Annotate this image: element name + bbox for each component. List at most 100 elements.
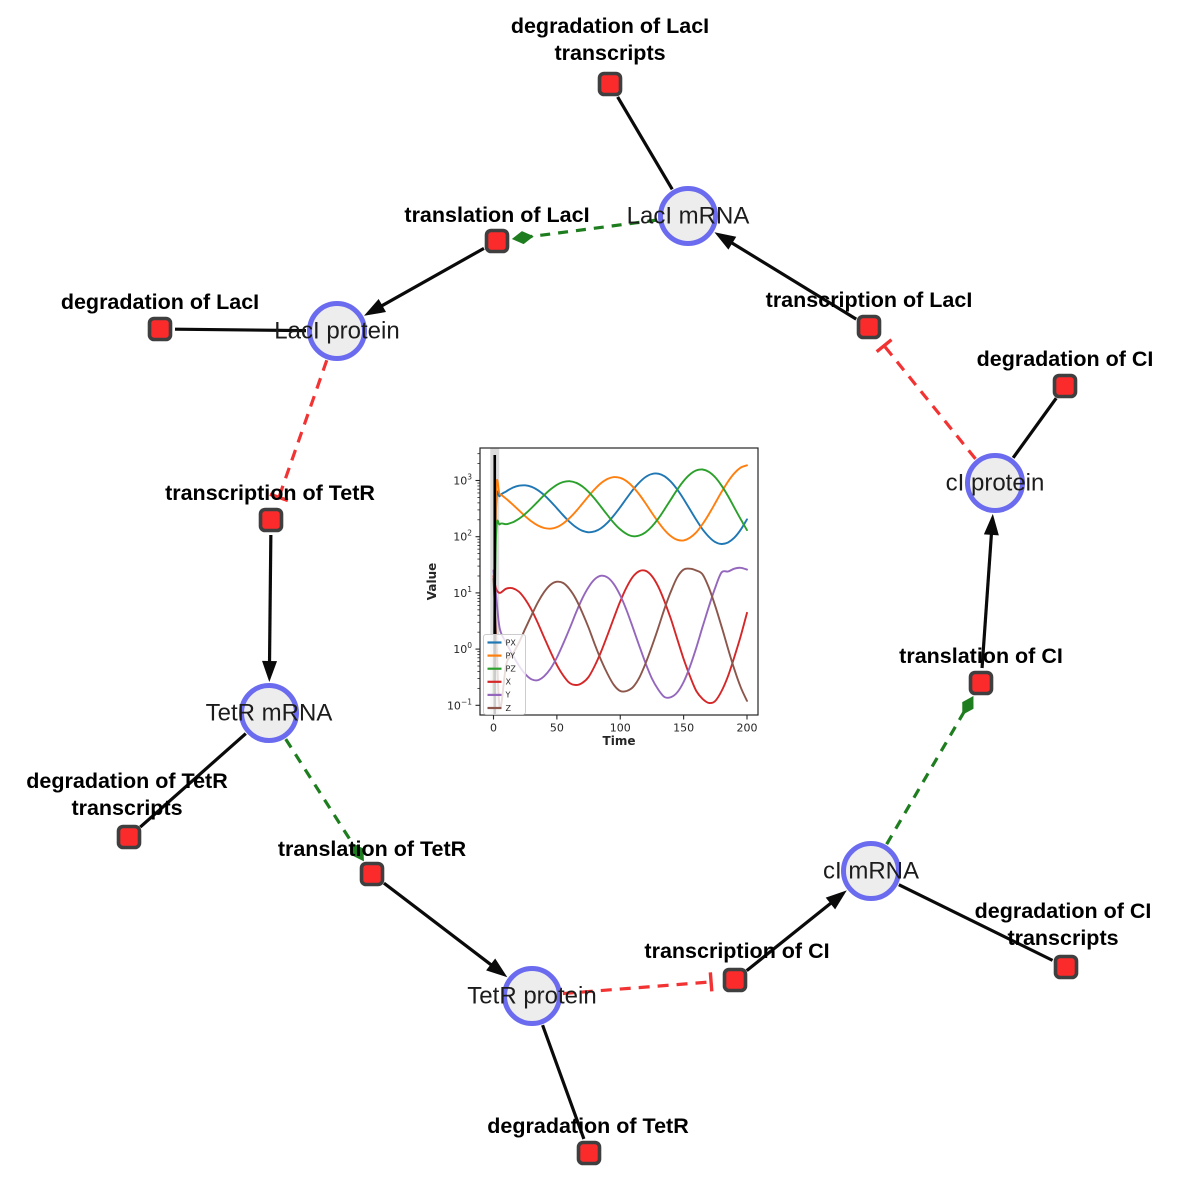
reaction-label-txn_tetr: transcription of TetR [165, 481, 375, 505]
species-label-tetr_protein: TetR protein [467, 983, 596, 1010]
reaction-node-transl_laci[interactable] [484, 228, 510, 254]
legend-label-X: X [506, 678, 512, 687]
y-tick-label: 101 [453, 585, 472, 600]
inhibition-tbar-icon [708, 972, 714, 992]
edge-deg_laci-to-laci_protein [174, 327, 307, 333]
species-label-ci_mrna: cI mRNA [823, 858, 919, 885]
reaction-label-deg_ci_tx: transcripts [1007, 926, 1118, 950]
x-axis-label: Time [603, 734, 636, 748]
edge-deg_ci_tx-to-ci_mrna [898, 883, 1054, 962]
series-Y-line [492, 566, 748, 699]
x-tick-label: 50 [550, 722, 564, 735]
legend-label-Y: Y [505, 691, 511, 700]
plot-border [479, 447, 759, 716]
edge-txn_tetr-to-tetr_mrna [267, 534, 273, 677]
reaction-label-deg_laci_tx: degradation of LacI [511, 14, 709, 38]
y-tick-label: 10−1 [447, 697, 472, 712]
reaction-label-transl_ci: translation of CI [899, 644, 1063, 668]
inhibition-tbar-icon [875, 338, 893, 353]
edge-deg_laci_tx-to-laci_mrna [616, 96, 674, 191]
reaction-label-deg_laci_tx: transcripts [554, 41, 665, 65]
arrowhead-icon [262, 660, 278, 683]
reaction-label-deg_tetr_tx: degradation of TetR [26, 769, 228, 793]
legend-label-PX: PX [506, 638, 517, 647]
series-X-line [492, 569, 748, 705]
legend-label-Z: Z [506, 704, 512, 713]
arrowhead-icon [714, 232, 737, 250]
labels-layer: LacI mRNA LacI protein cI protein TetR mRNA… [26, 14, 1153, 1138]
edge-transl_laci-to-laci_protein [368, 246, 485, 315]
diamond-arrowhead-icon [352, 842, 364, 862]
edge-txn_laci-to-laci_mrna [718, 233, 858, 321]
x-tick-label: 100 [610, 722, 631, 735]
y-tick-label: 102 [453, 529, 472, 544]
series-curves [492, 464, 748, 709]
plot-background [480, 448, 758, 715]
edge-transl_tetr-to-tetr_protein [382, 881, 504, 975]
reaction-label-deg_ci: degradation of CI [977, 347, 1154, 371]
species-node-tetr_protein[interactable] [502, 966, 562, 1026]
series-Z-line [492, 567, 748, 709]
edge-deg_tetr_tx-to-tetr_mrna [139, 732, 247, 829]
arrowhead-icon [983, 513, 999, 536]
reaction-node-txn_laci[interactable] [856, 314, 882, 340]
edge-tetr_mrna-to-transl_tetr [284, 738, 356, 848]
species-node-laci_mrna[interactable] [658, 186, 718, 246]
edge-deg_tetr-to-tetr_protein [541, 1024, 586, 1140]
chart-legend: PX PY PZ XYZ [483, 634, 526, 715]
y-axis-label: Value [425, 563, 439, 601]
reaction-label-transl_laci: translation of LacI [404, 203, 589, 227]
series-PZ-line [492, 468, 748, 697]
reaction-node-txn_ci[interactable] [722, 967, 748, 993]
x-tick-label: 200 [737, 722, 758, 735]
inhibition-tbar-icon [269, 492, 289, 503]
reaction-label-deg_laci: degradation of LacI [61, 290, 259, 314]
species-label-laci_protein: LacI protein [274, 318, 399, 345]
reaction-label-deg_ci_tx: degradation of CI [975, 899, 1152, 923]
y-tick-label: 103 [453, 473, 472, 488]
reaction-node-deg_ci_tx[interactable] [1053, 954, 1079, 980]
arrowhead-icon [825, 890, 847, 910]
edge-deg_ci-to-ci_protein [1011, 397, 1058, 459]
legend-box [483, 634, 526, 715]
edges-layer [139, 96, 1058, 1140]
edge-ci_protein-to-txn_laci [882, 344, 977, 460]
reaction-node-deg_laci_tx[interactable] [597, 71, 623, 97]
reaction-label-txn_laci: transcription of LacI [766, 288, 973, 312]
edge-tetr_protein-to-txn_ci [562, 980, 712, 996]
x-tick-label: 0 [490, 722, 497, 735]
species-node-ci_protein[interactable] [965, 453, 1025, 513]
species-node-tetr_mrna[interactable] [239, 683, 299, 743]
reaction-node-transl_tetr[interactable] [359, 861, 385, 887]
series-PX-line [492, 472, 748, 697]
species-node-laci_protein[interactable] [307, 301, 367, 361]
edge-laci_mrna-to-transl_laci [529, 218, 658, 239]
reaction-label-deg_tetr_tx: transcripts [71, 796, 182, 820]
legend-label-PZ: PZ [506, 665, 517, 674]
reaction-node-deg_tetr[interactable] [576, 1140, 602, 1166]
x-tick-label: 150 [673, 722, 694, 735]
edge-txn_ci-to-ci_mrna [745, 892, 844, 972]
series-PY-line [492, 464, 748, 697]
reaction-node-deg_ci[interactable] [1052, 373, 1078, 399]
reaction-label-deg_tetr: degradation of TetR [487, 1114, 689, 1138]
reaction-node-deg_tetr_tx[interactable] [116, 824, 142, 850]
nodes-layer [116, 71, 1079, 1166]
time-series-plot: 0 50 100 150 20010310210110010−1TimeValuePXP… [425, 447, 759, 748]
y-tick-label: 100 [453, 641, 472, 656]
reaction-label-txn_ci: transcription of CI [644, 939, 829, 963]
arrowhead-icon [364, 298, 386, 316]
species-node-ci_mrna[interactable] [841, 841, 901, 901]
diamond-arrowhead-icon [511, 231, 534, 245]
reaction-label-transl_tetr: translation of TetR [278, 837, 467, 861]
reaction-node-transl_ci[interactable] [968, 670, 994, 696]
reaction-node-deg_laci[interactable] [147, 316, 173, 342]
species-label-ci_protein: cI protein [946, 470, 1045, 497]
reaction-node-txn_tetr[interactable] [258, 507, 284, 533]
legend-label-PY: PY [506, 651, 516, 660]
arrowhead-icon [486, 958, 508, 978]
species-label-laci_mrna: LacI mRNA [627, 203, 750, 230]
edge-ci_mrna-to-transl_ci [885, 710, 966, 846]
